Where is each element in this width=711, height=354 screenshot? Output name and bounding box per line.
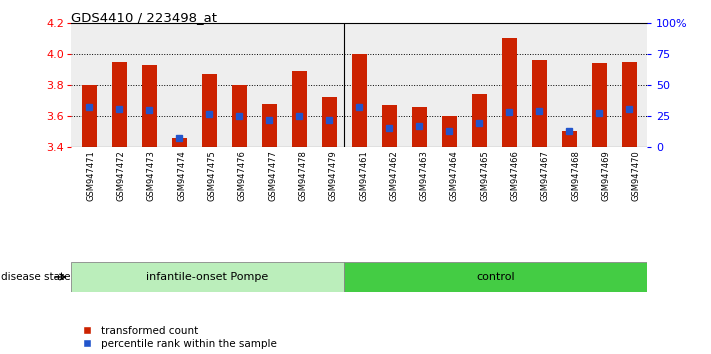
Text: control: control bbox=[476, 272, 515, 282]
Text: GSM947479: GSM947479 bbox=[328, 150, 338, 201]
Bar bbox=[562, 131, 577, 147]
Bar bbox=[141, 65, 156, 147]
Bar bbox=[112, 62, 127, 147]
Bar bbox=[171, 138, 186, 147]
Text: GSM947467: GSM947467 bbox=[541, 150, 550, 201]
Text: GSM947465: GSM947465 bbox=[481, 150, 489, 201]
Text: GSM947470: GSM947470 bbox=[632, 150, 641, 201]
Legend: transformed count, percentile rank within the sample: transformed count, percentile rank withi… bbox=[76, 326, 277, 349]
Text: GSM947468: GSM947468 bbox=[571, 150, 580, 201]
Text: GSM947463: GSM947463 bbox=[419, 150, 429, 201]
Text: GSM947478: GSM947478 bbox=[299, 150, 307, 201]
Bar bbox=[592, 63, 606, 147]
Bar bbox=[344, 262, 647, 292]
Bar bbox=[412, 107, 427, 147]
Bar bbox=[262, 103, 277, 147]
Bar bbox=[501, 39, 516, 147]
Bar bbox=[532, 60, 547, 147]
Bar bbox=[321, 97, 336, 147]
Text: GSM947475: GSM947475 bbox=[208, 150, 217, 201]
Text: GSM947462: GSM947462 bbox=[390, 150, 398, 201]
Bar bbox=[71, 262, 344, 292]
Text: GSM947464: GSM947464 bbox=[450, 150, 459, 201]
Bar bbox=[232, 85, 247, 147]
Text: GSM947473: GSM947473 bbox=[147, 150, 156, 201]
Text: infantile-onset Pompe: infantile-onset Pompe bbox=[146, 272, 269, 282]
Text: GSM947476: GSM947476 bbox=[237, 150, 247, 201]
Text: disease state: disease state bbox=[1, 272, 70, 282]
Text: GSM947474: GSM947474 bbox=[177, 150, 186, 201]
Bar bbox=[442, 116, 456, 147]
Bar bbox=[351, 54, 367, 147]
Bar bbox=[292, 71, 306, 147]
Text: GSM947477: GSM947477 bbox=[268, 150, 277, 201]
Text: GDS4410 / 223498_at: GDS4410 / 223498_at bbox=[71, 11, 217, 24]
Bar bbox=[82, 85, 97, 147]
Bar bbox=[202, 74, 217, 147]
Text: GSM947466: GSM947466 bbox=[510, 150, 520, 201]
Text: GSM947461: GSM947461 bbox=[359, 150, 368, 201]
Text: GSM947469: GSM947469 bbox=[602, 150, 611, 201]
Text: GSM947471: GSM947471 bbox=[86, 150, 95, 201]
Bar bbox=[621, 62, 636, 147]
Bar bbox=[382, 105, 397, 147]
Bar bbox=[471, 94, 486, 147]
Text: GSM947472: GSM947472 bbox=[117, 150, 126, 201]
